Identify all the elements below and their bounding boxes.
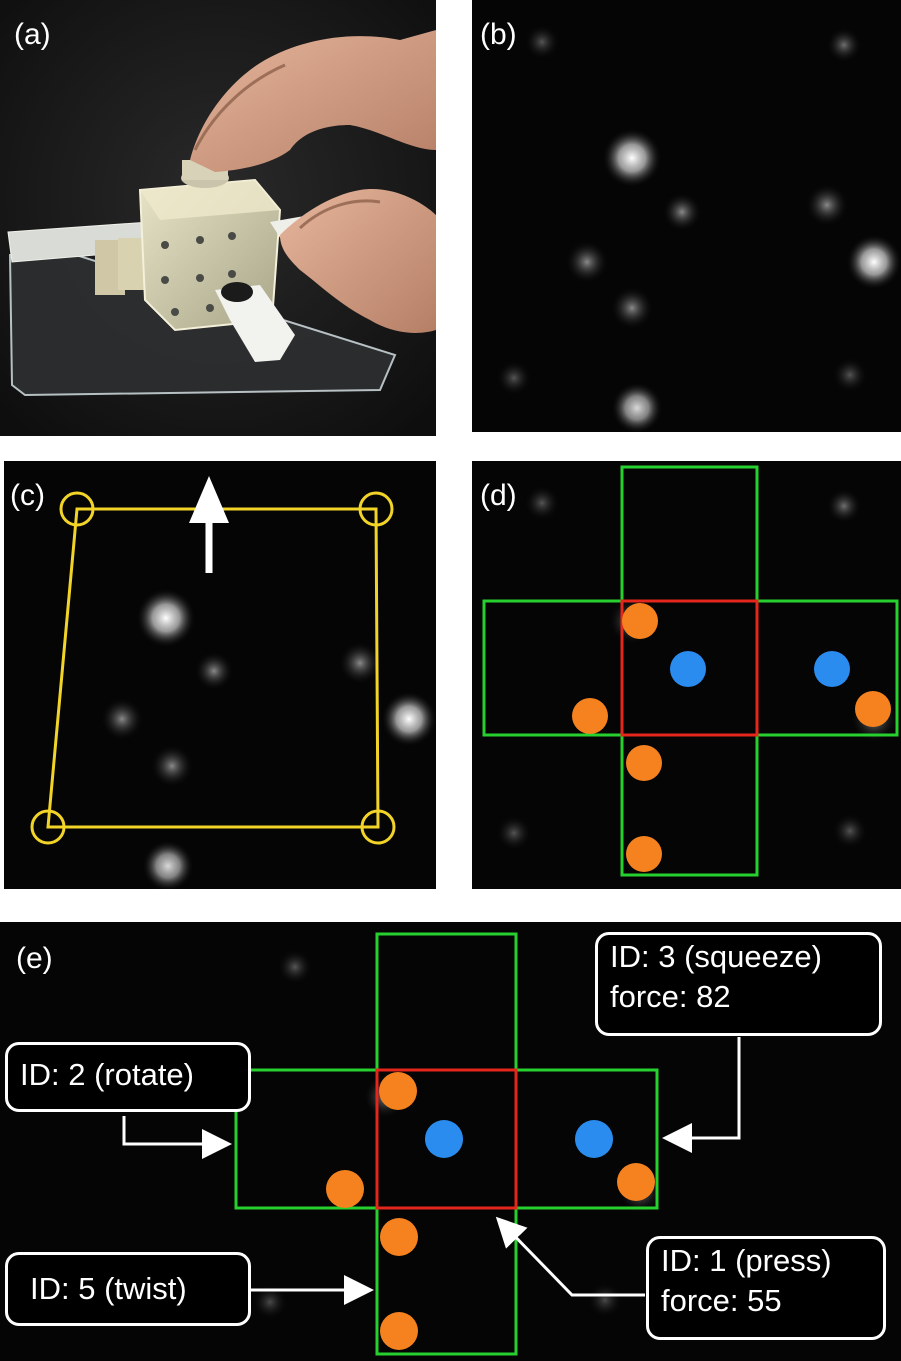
orange-dot [626,745,662,781]
corner-marker-tr [358,491,394,527]
panel-label-a: (a) [14,18,51,51]
arrow-press [495,1216,645,1297]
orange-dot [617,1163,655,1201]
panel-d: (d) [472,461,901,889]
panel-e: (e) ID: 3 (squeeze) force: 82 ID: 2 (rot… [0,922,901,1361]
green-box-top [375,932,518,1072]
callout-press-force: force: 55 [661,1283,782,1318]
orientation-arrow-head [189,476,229,523]
corner-marker-br [360,809,396,845]
marker-image-c [30,476,436,889]
blue-dot [814,651,850,687]
panel-b: (b) [472,0,901,432]
red-box-center [375,1068,518,1210]
callout-twist-id: ID: 5 (twist) [30,1271,187,1306]
blue-dot [670,651,706,687]
orange-dot [326,1170,364,1208]
panel-label-d: (d) [480,479,517,512]
panel-label-b: (b) [480,18,517,51]
orange-dot [622,603,658,639]
callout-squeeze-id: ID: 3 (squeeze) [610,939,822,974]
orange-dot [379,1072,417,1110]
callout-twist: ID: 5 (twist) [5,1252,251,1326]
panel-label-e: (e) [16,942,53,975]
blue-dot [425,1120,463,1158]
callout-rotate-id: ID: 2 (rotate) [20,1057,194,1092]
orange-dot [572,698,608,734]
callout-squeeze: ID: 3 (squeeze) force: 82 [595,932,882,1036]
green-box-top [620,465,759,603]
marker-image-d [482,465,899,877]
callout-squeeze-force: force: 82 [610,979,731,1014]
side-knob [215,285,295,362]
blue-dot [575,1120,613,1158]
yellow-frame [46,507,380,829]
panel-a: (a) [0,0,436,436]
arrow-rotate [122,1116,232,1159]
panel-c: (c) [4,461,436,889]
lower-hand [280,189,436,333]
red-box-center [620,599,759,737]
marker-image-b [496,24,901,432]
arrow-squeeze [662,1037,741,1153]
orange-dot [380,1218,418,1256]
corner-marker-tl [59,491,95,527]
panel-label-c: (c) [10,479,45,512]
upper-hand [190,30,436,172]
orange-dot [380,1312,418,1350]
device-photo [0,0,436,436]
callout-rotate: ID: 2 (rotate) [5,1042,251,1112]
orange-dot [626,836,662,872]
callout-press: ID: 1 (press) force: 55 [646,1236,886,1340]
orange-dot [855,691,891,727]
callout-press-id: ID: 1 (press) [661,1243,832,1278]
corner-marker-bl [30,809,66,845]
marker-image-e [122,932,741,1356]
